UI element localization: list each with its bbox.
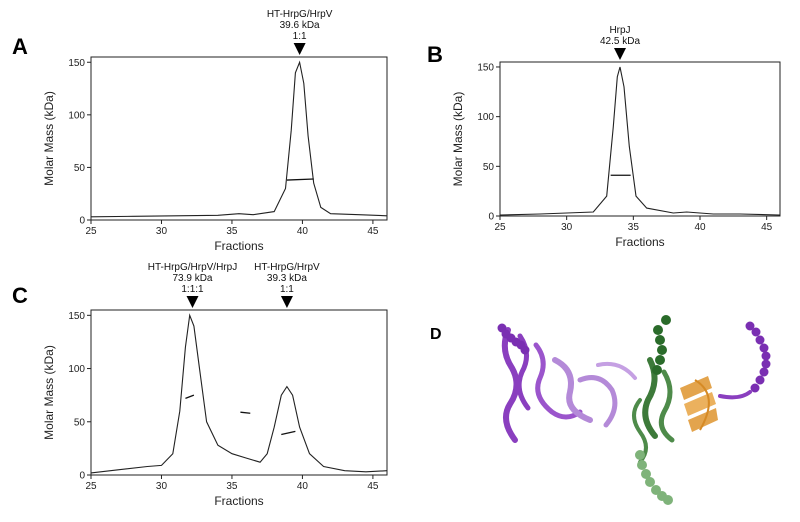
panel-letter-d: D [430,326,442,343]
molar-mass-segment [281,430,296,436]
panel-letter-a: A [12,34,28,59]
x-tick-label: 30 [156,481,168,492]
panel-letter-b: B [427,42,443,67]
x-tick-label: 25 [85,226,97,237]
y-tick-label: 100 [477,112,494,123]
peak-annotation-label: HT-HrpG/HrpV [254,262,320,273]
y-tick-label: 50 [483,162,495,173]
chromatogram-trace [499,66,781,216]
y-tick-label: 50 [74,163,86,174]
x-tick-label: 45 [367,481,379,492]
x-axis-title: Fractions [214,494,263,508]
molar-mass-segment [286,178,314,181]
plot-frame [499,61,781,217]
peak-annotation-label: 39.6 kDa [280,20,320,31]
x-tick-label: 35 [226,226,238,237]
x-tick-label: 30 [561,222,573,233]
y-axis-title: Molar Mass (kDa) [451,92,465,187]
peak-annotation-label: 1:1 [293,31,307,42]
x-tick-label: 35 [628,222,640,233]
y-tick-label: 0 [79,216,85,227]
y-tick-label: 150 [68,58,85,69]
molar-mass-segment [240,411,251,414]
plot-frame [90,56,388,221]
peak-annotation-label: 42.5 kDa [600,36,640,47]
x-tick-label: 40 [694,222,706,233]
peak-annotation-label: HT-HrpG/HrpV [267,9,333,20]
x-tick-label: 40 [297,481,309,492]
y-tick-label: 0 [79,471,85,482]
y-tick-label: 100 [68,364,85,375]
protein-structure-image [497,315,771,505]
peak-marker-triangle [280,296,293,308]
molar-mass-segment [185,394,195,399]
chart-panel-a: 25 30 35 40 45 0 50 100 150 Fractions Molar Mass (… [42,9,388,253]
x-tick-label: 45 [761,222,773,233]
y-axis-title: Molar Mass (kDa) [42,345,56,440]
x-tick-label: 45 [367,226,379,237]
x-tick-label: 25 [494,222,506,233]
peak-marker-triangle [293,43,306,55]
y-axis-title: Molar Mass (kDa) [42,91,56,186]
y-tick-label: 150 [477,62,494,73]
x-tick-label: 40 [297,226,309,237]
y-tick-label: 50 [74,417,86,428]
chart-panel-c: 25 30 35 40 45 0 50 100 150 Fractions Molar Mass (… [42,262,388,508]
peak-annotation-label: 1:1:1 [181,284,204,295]
peak-marker-triangle [186,296,199,308]
peak-annotation-label: 73.9 kDa [172,273,212,284]
x-axis-title: Fractions [214,239,263,253]
chromatogram-trace [90,313,388,474]
peak-annotation-label: HrpJ [609,25,630,36]
peak-annotation-label: HT-HrpG/HrpV/HrpJ [148,262,237,273]
x-axis-title: Fractions [615,235,664,249]
peak-annotation-label: 39.3 kDa [267,273,307,284]
peak-marker-triangle [614,48,626,60]
y-tick-label: 150 [68,311,85,322]
x-tick-label: 30 [156,226,168,237]
chromatogram-trace [90,60,388,218]
chart-panel-b: 25 30 35 40 45 0 50 100 150 Fractions Molar Mass (… [451,25,781,249]
x-tick-label: 25 [85,481,97,492]
x-tick-label: 35 [226,481,238,492]
y-tick-label: 100 [68,110,85,121]
panel-letter-c: C [12,283,28,308]
y-tick-label: 0 [488,212,494,223]
peak-annotation-label: 1:1 [280,284,294,295]
plot-frame [90,309,388,476]
